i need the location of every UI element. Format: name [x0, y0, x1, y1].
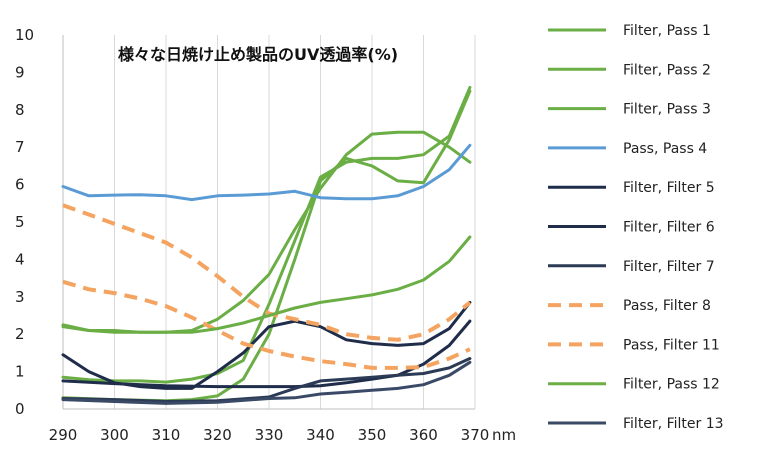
legend-label-3: Filter, Pass 3: [623, 102, 711, 118]
legend-label-5: Filter, Filter 5: [623, 180, 715, 196]
legend-label-2: Filter, Pass 2: [623, 62, 711, 78]
x-tick-label: 350: [358, 426, 387, 444]
series-line-8: [62, 203, 472, 342]
x-unit-label: nm: [492, 426, 516, 444]
y-tick-label: 3: [15, 288, 25, 306]
legend: Filter, Pass 1 Filter, Pass 2 Filter, Pass…: [548, 23, 724, 432]
series-line-9: [62, 279, 471, 370]
y-tick-label: 6: [15, 176, 25, 194]
y-tick-label: 10: [15, 26, 34, 44]
series-group: [61, 85, 472, 405]
axes: 0 1 2 3 4 5 6 7 8 9 10 290 300 310 320 330 340 350 360 370 n…: [15, 26, 516, 444]
y-tick-label: 9: [15, 63, 25, 81]
x-tick-label: 320: [203, 426, 232, 444]
x-tick-label: 340: [306, 426, 335, 444]
series-line-4: [61, 143, 472, 202]
y-tick-label: 2: [15, 325, 25, 343]
y-tick-label: 0: [15, 400, 25, 418]
legend-label-6: Filter, Filter 6: [623, 220, 715, 236]
x-tick-label: 370: [461, 426, 490, 444]
legend-label-10: Filter, Pass 12: [623, 377, 720, 393]
y-tick-label: 4: [15, 250, 25, 268]
series-line-7: [61, 357, 472, 403]
x-tick-label: 300: [100, 426, 129, 444]
series-line-1: [61, 85, 472, 384]
series-line-10: [61, 235, 472, 334]
series-line-11: [61, 360, 472, 405]
y-tick-label: 7: [15, 138, 25, 156]
legend-label-8: Pass, Filter 8: [623, 298, 711, 314]
y-tick-label: 5: [15, 213, 25, 231]
legend-label-9: Pass, Filter 11: [623, 337, 720, 353]
chart-title: 様々な日焼け止め製品のUV透過率(%): [118, 45, 398, 64]
x-tick-label: 310: [152, 426, 181, 444]
legend-label-1: Filter, Pass 1: [623, 23, 711, 39]
x-tick-label: 290: [49, 426, 78, 444]
legend-label-11: Filter, Filter 13: [623, 416, 724, 432]
legend-label-4: Pass, Pass 4: [623, 141, 707, 157]
series-line-6: [61, 319, 472, 389]
y-tick-label: 8: [15, 101, 25, 119]
legend-label-7: Filter, Filter 7: [623, 259, 715, 275]
x-tick-label: 330: [255, 426, 284, 444]
x-tick-label: 360: [409, 426, 438, 444]
y-tick-label: 1: [15, 363, 25, 381]
